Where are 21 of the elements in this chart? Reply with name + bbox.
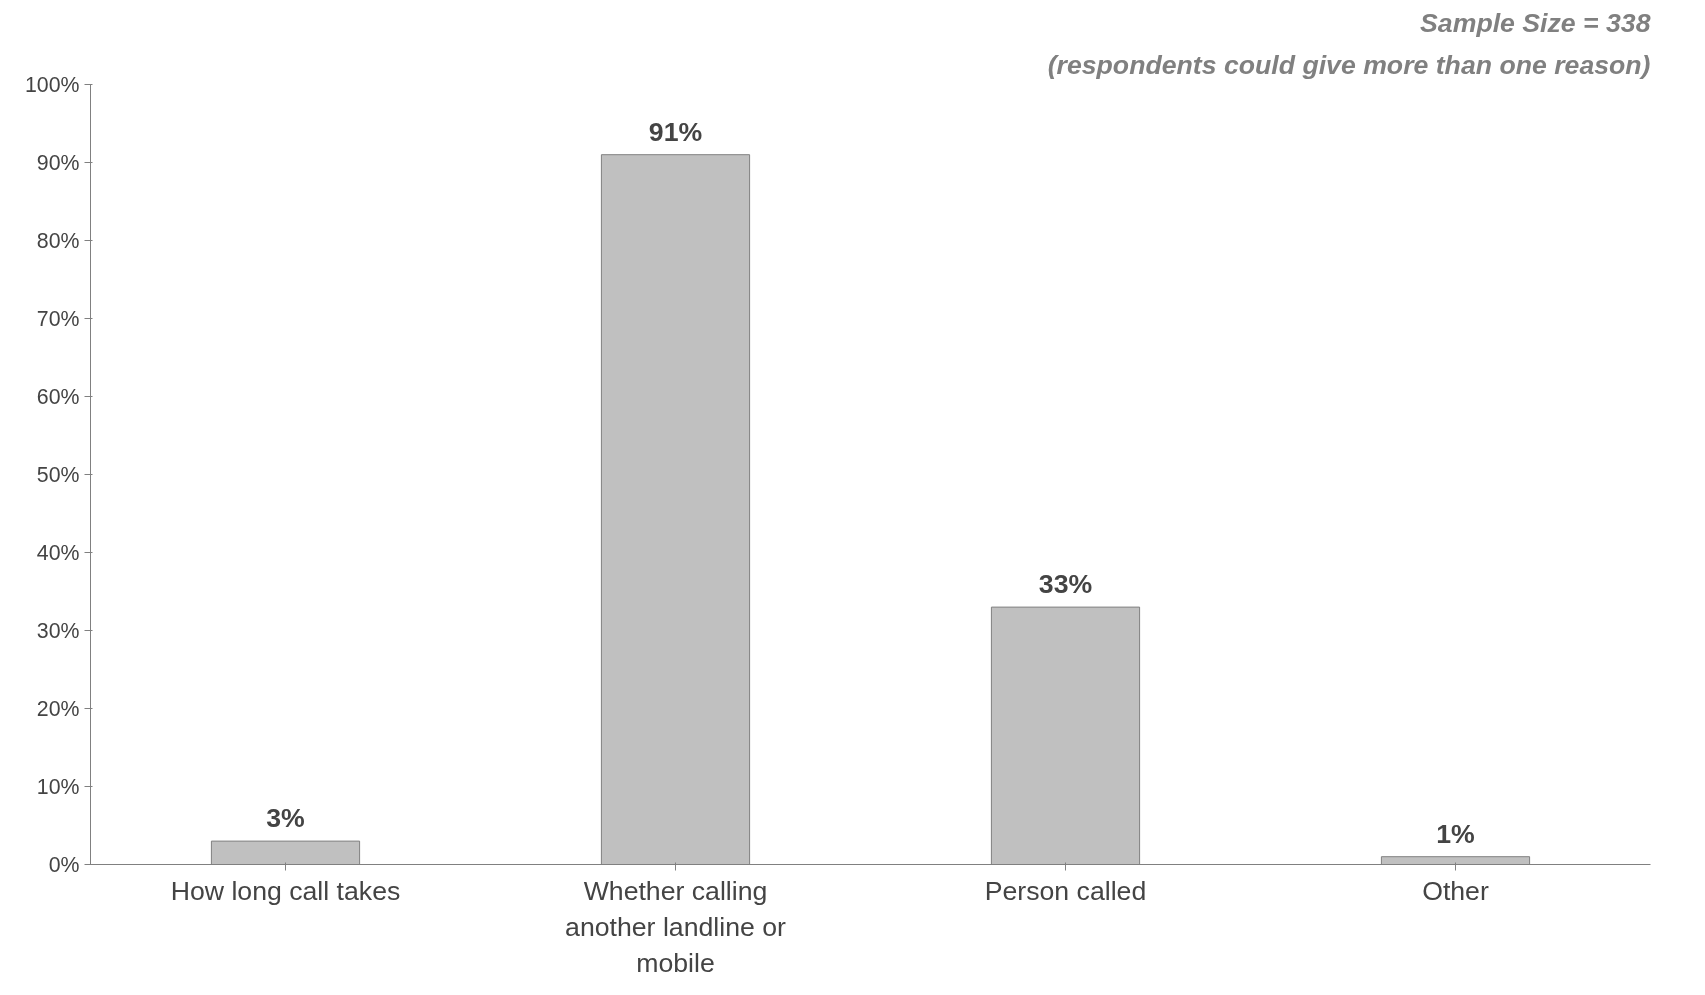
text: (respondents could give more than one reason) — [1047, 49, 1651, 80]
data-label: 3% — [266, 803, 305, 834]
x-tick-label: Other — [1422, 875, 1489, 906]
y-tick-label: 60% — [36, 384, 80, 409]
x-tick-label: How long call takes — [170, 875, 401, 906]
y-tick-label: 100% — [24, 72, 80, 97]
data-label: 1% — [1436, 818, 1475, 849]
x-tick-label: Person called — [984, 875, 1147, 906]
y-tick-label: 70% — [36, 306, 80, 331]
text: Sample Size = 338 — [1420, 7, 1651, 38]
y-tick-label: 50% — [36, 462, 80, 487]
data-label: 91% — [648, 116, 703, 147]
y-tick-label: 0% — [48, 852, 80, 877]
y-tick-label: 30% — [36, 618, 80, 643]
x-tick-label: Whether calling another landline or mobile — [565, 875, 787, 978]
y-tick-label: 10% — [36, 774, 80, 799]
y-tick-label: 90% — [36, 150, 80, 175]
y-tick-label: 80% — [36, 228, 80, 253]
data-label: 33% — [1038, 569, 1093, 600]
y-tick-label: 40% — [36, 540, 80, 565]
y-tick-label: 20% — [36, 696, 80, 721]
